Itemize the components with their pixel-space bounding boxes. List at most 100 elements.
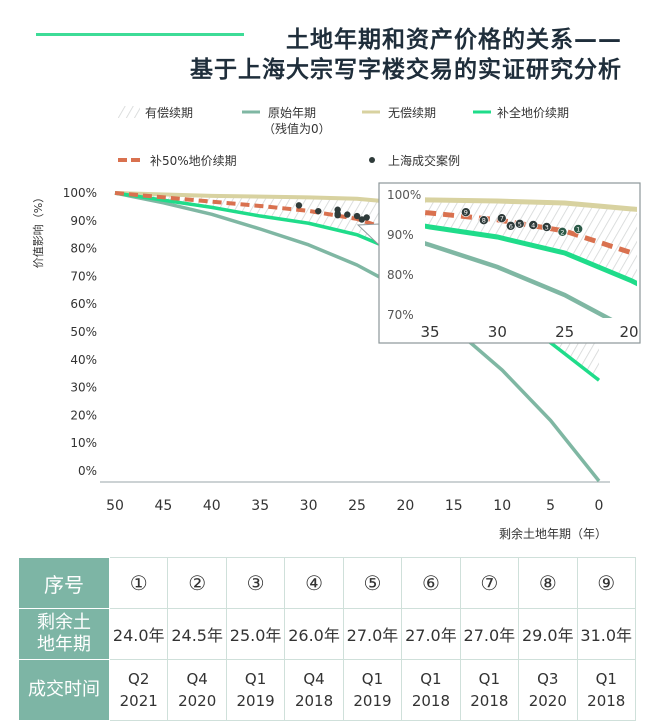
case-number: 2: [560, 228, 564, 236]
dot-swatch: [369, 157, 375, 163]
remaining-years-cell: 24.5年: [167, 608, 227, 660]
x-tick-label: 0: [595, 498, 604, 514]
case-id-cell: ②: [167, 557, 227, 609]
deal-year: 2019: [236, 692, 275, 710]
x-tick-label: 50: [106, 498, 124, 514]
inset-full-premium-line: [425, 223, 637, 287]
legend-cases: 上海成交案例: [369, 153, 460, 168]
inset-case-marker-7: 7: [496, 213, 507, 223]
x-axis-label: 剩余土地年期（年）: [499, 526, 607, 541]
title-line-2: 基于上海大宗写字楼交易的实证研究分析: [190, 57, 622, 83]
remaining-years-cell: 26.0年: [284, 608, 344, 660]
remaining-years-cell: 24.0年: [108, 608, 169, 660]
case-number: 5: [518, 220, 522, 228]
legend-paid-renewal: 有偿续期: [118, 105, 193, 120]
inset-paid-renewal-area: [425, 199, 637, 284]
legend-full-premium: 补全地价续期: [473, 105, 569, 120]
row-header-text: 成交时间: [28, 679, 100, 700]
inset-case-marker-3: 3: [541, 222, 552, 232]
deal-year: 2020: [528, 692, 567, 710]
x-tick-label: 45: [154, 498, 172, 514]
x-tick-label: 10: [493, 498, 511, 514]
inset-case-marker-9: 9: [461, 207, 471, 217]
inset-x-tick-label: 25: [555, 323, 574, 341]
deal-quarter: Q4: [186, 670, 208, 688]
deal-date-cell: Q4 2020: [167, 659, 227, 721]
series-half-premium-line: [114, 191, 407, 237]
y-tick-label: 50%: [70, 325, 97, 339]
case-point-1: [363, 214, 370, 221]
deal-date-cell: Q3 2020: [518, 659, 578, 721]
y-tick-label: 100%: [63, 186, 97, 200]
title-accent-line: [36, 33, 244, 36]
y-tick-label: 20%: [70, 408, 97, 422]
case-point-4: [344, 211, 351, 218]
y-tick-label: 80%: [70, 242, 97, 256]
inset-case-marker-2: 2: [557, 227, 568, 237]
inset-case-marker-8: 8: [479, 215, 489, 225]
deal-year: 2021: [119, 692, 158, 710]
case-point-7: [334, 206, 341, 213]
deal-quarter: Q4: [303, 670, 325, 688]
deal-year: 2018: [411, 692, 450, 710]
case-point-9: [295, 202, 303, 209]
remaining-years-cell: 27.0年: [342, 608, 403, 660]
table-row-id: 序号 ① ② ③ ④ ⑤ ⑥ ⑦ ⑧ ⑨: [18, 557, 636, 609]
legend-label: 上海成交案例: [388, 153, 460, 168]
case-number: 7: [500, 215, 504, 223]
deal-quarter: Q3: [537, 670, 559, 688]
case-point-3: [353, 212, 361, 220]
x-tick-label: 35: [251, 498, 269, 514]
y-tick-label: 60%: [70, 297, 97, 311]
cases-table: 序号 ① ② ③ ④ ⑤ ⑥ ⑦ ⑧ ⑨ 剩余土 地年期 24.0年 24.5年 25.0年 26.0年 27…: [18, 557, 636, 721]
case-number: 4: [531, 222, 535, 230]
deal-quarter: Q1: [361, 670, 384, 688]
deal-year: 2020: [178, 692, 217, 710]
legend-label: 原始年期: [268, 106, 316, 120]
deal-date-cell: Q1 2018: [459, 659, 520, 721]
legend-free-renewal: 无偿续期: [362, 105, 436, 120]
deal-quarter: Q2: [128, 670, 150, 688]
x-tick-label: 15: [445, 498, 463, 514]
y-tick-label: 0%: [78, 464, 97, 478]
legend-label: 补全地价续期: [497, 105, 569, 120]
case-point-2: [358, 216, 366, 223]
case-id-cell: ①: [108, 557, 169, 609]
y-tick-label: 70%: [70, 269, 97, 283]
deal-date-cell: Q1 2019: [342, 659, 403, 721]
series-original-line: [114, 191, 601, 483]
legend-label: 补50%地价续期: [150, 154, 237, 168]
remaining-years-cell: 29.0年: [518, 608, 578, 660]
inset-original-line: [425, 241, 613, 318]
legend-half-premium: 补50%地价续期: [118, 154, 237, 168]
legend-label: 有偿续期: [145, 105, 193, 120]
deal-date-cell: Q1 2019: [225, 659, 286, 721]
y-tick-label: 90%: [70, 214, 97, 228]
row-header-text: 地年期: [37, 634, 91, 655]
case-id-cell: ⑥: [401, 557, 461, 609]
deal-date-cell: Q2 2021: [108, 659, 169, 721]
deal-quarter: Q1: [420, 670, 442, 688]
y-tick-label: 40%: [70, 353, 97, 367]
deal-year: 2018: [587, 692, 626, 710]
legend-note: （残值为0）: [263, 121, 331, 136]
inset-x-tick-label: 30: [488, 323, 507, 341]
inset-case-marker-6: 6: [505, 221, 516, 231]
table-row-years: 剩余土 地年期 24.0年 24.5年 25.0年 26.0年 27.0年 27.0年 27.0…: [18, 608, 636, 660]
inset-y-tick-label: 80%: [387, 268, 414, 282]
title-line-1: 土地年期和资产价格的关系——: [286, 27, 622, 53]
case-id-cell: ⑦: [459, 557, 520, 609]
row-header-text: 剩余土: [37, 612, 91, 633]
case-id-cell: ④: [284, 557, 344, 609]
y-tick-label: 10%: [70, 436, 97, 450]
remaining-years-cell: 27.0年: [459, 608, 520, 660]
deal-year: 2018: [294, 692, 334, 710]
deal-quarter: Q1: [478, 670, 501, 688]
row-header: 序号: [18, 557, 110, 609]
y-axis-label: 价值影响（%）: [32, 192, 45, 268]
deal-date-cell: Q1 2018: [401, 659, 461, 721]
case-id-cell: ⑤: [342, 557, 403, 609]
remaining-years-cell: 27.0年: [401, 608, 461, 660]
inset-free-renewal-line: [425, 197, 637, 212]
